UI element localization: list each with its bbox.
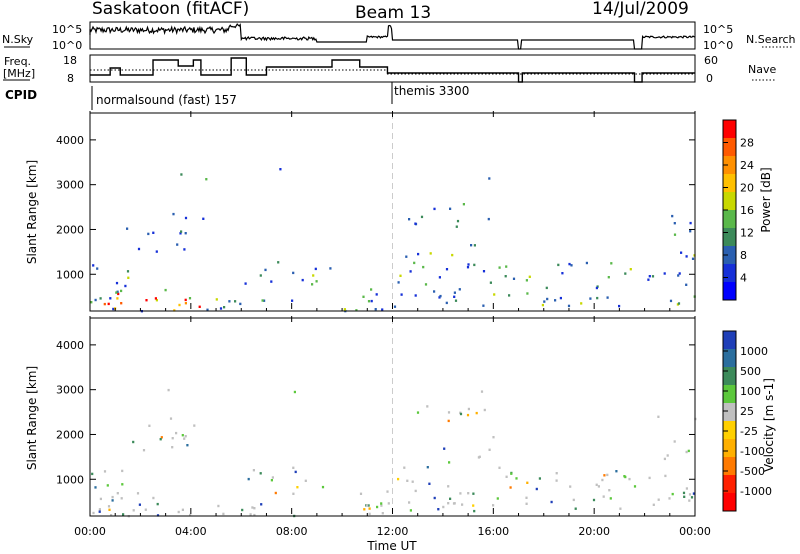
power-colorbar-tick: 4	[740, 272, 747, 285]
x-tick-label: 08:00	[276, 525, 308, 538]
power-colorbar-swatch	[723, 210, 736, 229]
velocity-colorbar-tick: 100	[740, 385, 761, 398]
velocity-colorbar-tick: 1000	[740, 345, 768, 358]
time-x-axis: 00:00 04:00 08:00 12:00 16:00 20:00 00:00	[74, 111, 711, 538]
velocity-colorbar-swatch	[723, 367, 736, 386]
power-colorbar-swatch	[723, 246, 736, 265]
velocity-ytick: 1000	[56, 473, 84, 486]
velocity-colorbar-tick: -500	[740, 465, 765, 478]
velocity-panel: 1000 2000 3000 4000 Slant Range [km] 1000 50…	[25, 317, 776, 518]
power-colorbar-tick: 8	[740, 249, 747, 262]
velocity-colorbar-tick: 500	[740, 365, 761, 378]
nsky-panel: 10^5 10^0 10^5 10^0 N.Sky N.Search	[2, 21, 796, 52]
velocity-ylabel: Slant Range [km]	[25, 366, 39, 470]
x-tick-label: 04:00	[175, 525, 207, 538]
nsearch-tick-bottom: 10^0	[703, 39, 733, 52]
nave-tick-bottom: 0	[706, 72, 713, 85]
power-colorbar-tick: 16	[740, 204, 754, 217]
cpid-row: CPID normalsound (fast) 157 themis 3300	[5, 82, 469, 110]
power-ytick: 3000	[56, 179, 84, 192]
velocity-colorbar-tick: -1000	[740, 485, 772, 498]
x-tick-label: 20:00	[578, 525, 610, 538]
nave-trace	[90, 69, 695, 75]
power-colorbar-swatch	[723, 264, 736, 283]
power-colorbar-tick: 28	[740, 137, 754, 150]
freq-trace	[90, 57, 695, 83]
velocity-colorbar-tick: 25	[740, 405, 754, 418]
power-colorbar-swatch	[723, 120, 736, 139]
freq-unit-label: [MHz]	[3, 67, 35, 80]
velocity-colorbar-swatch	[723, 421, 736, 440]
velocity-ytick: 4000	[56, 339, 84, 352]
cpid-themis: themis 3300	[394, 84, 469, 98]
power-ytick: 1000	[56, 268, 84, 281]
power-ytick: 2000	[56, 223, 84, 236]
power-colorbar-tick: 20	[740, 182, 754, 195]
velocity-colorbar-swatch	[723, 385, 736, 404]
beam-title: Beam 13	[355, 3, 431, 23]
freq-label: Freq.	[4, 55, 31, 68]
x-tick-label: 16:00	[477, 525, 509, 538]
freq-tick-top: 18	[63, 54, 77, 67]
power-colorbar-tick: 12	[740, 227, 754, 240]
nsky-tick-top: 10^5	[52, 23, 82, 36]
power-colorbar-label: Power [dB]	[759, 167, 773, 232]
cpid-normalsound: normalsound (fast) 157	[96, 93, 237, 107]
x-axis-label: Time UT	[366, 539, 417, 553]
nsky-label: N.Sky	[2, 33, 34, 46]
velocity-colorbar-tick: -100	[740, 445, 765, 458]
nsky-tick-bottom: 10^0	[52, 39, 82, 52]
velocity-colorbar-swatch	[723, 403, 736, 422]
station-title: Saskatoon (fitACF)	[92, 0, 249, 19]
power-colorbar-swatch	[723, 228, 736, 247]
power-colorbar-swatch	[723, 138, 736, 157]
power-ylabel: Slant Range [km]	[25, 160, 39, 264]
velocity-colorbar-swatch	[723, 475, 736, 494]
nave-label: Nave	[748, 63, 776, 76]
nave-tick-top: 60	[704, 54, 718, 67]
x-tick-label: 12:00	[377, 525, 409, 538]
velocity-colorbar-tick: -25	[740, 425, 758, 438]
date-title: 14/Jul/2009	[592, 0, 689, 19]
velocity-y-axis: 1000 2000 3000 4000	[56, 339, 695, 486]
power-colorbar-tick: 24	[740, 159, 754, 172]
velocity-heatmap-cells	[91, 318, 697, 518]
nsearch-label: N.Search	[746, 33, 796, 46]
nsearch-tick-top: 10^5	[703, 23, 733, 36]
power-ytick: 4000	[56, 134, 84, 147]
freq-tick-bottom: 8	[67, 72, 74, 85]
freq-panel: 18 8 60 0 Freq. [MHz] Nave	[3, 54, 776, 85]
power-colorbar-swatch	[723, 156, 736, 175]
power-colorbar-swatch	[723, 282, 736, 301]
velocity-colorbar-swatch	[723, 439, 736, 458]
power-y-axis: 1000 2000 3000 4000	[56, 134, 695, 281]
power-colorbar: 28 24 20 16 12 8 4	[722, 119, 754, 301]
power-colorbar-swatch	[723, 192, 736, 211]
velocity-ytick: 2000	[56, 428, 84, 441]
nsky-trace	[89, 23, 696, 50]
x-tick-label: 00:00	[74, 525, 106, 538]
power-colorbar-swatch	[723, 174, 736, 193]
x-tick-label: 00:00	[679, 525, 711, 538]
velocity-colorbar-swatch	[723, 457, 736, 476]
power-panel: 1000 2000 3000 4000 Slant Range [km] 28 24 20…	[25, 112, 773, 313]
velocity-colorbar-swatch	[723, 349, 736, 368]
cpid-label: CPID	[5, 88, 37, 102]
velocity-colorbar: 1000 500 100 25 -25 -100 -500 -1000	[722, 330, 772, 512]
velocity-ytick: 3000	[56, 384, 84, 397]
power-heatmap-cells	[90, 113, 696, 313]
velocity-colorbar-swatch	[723, 331, 736, 350]
velocity-colorbar-swatch	[723, 493, 736, 512]
velocity-colorbar-label: Velocity [m s-1]	[762, 378, 776, 472]
